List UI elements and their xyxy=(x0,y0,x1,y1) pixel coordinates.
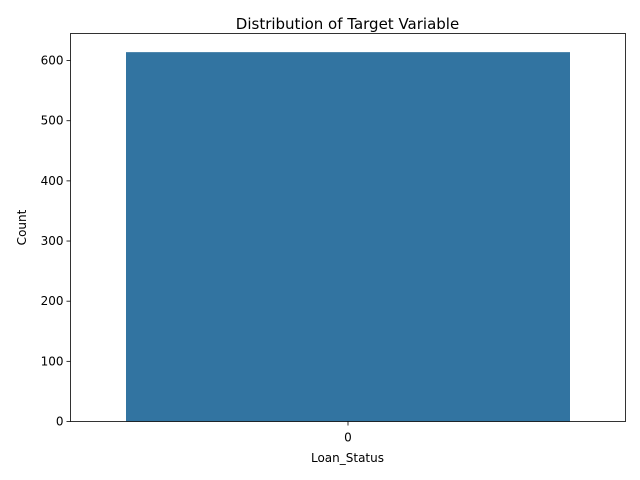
x-axis-ticks: 0 xyxy=(344,421,352,445)
y-tick-label: 500 xyxy=(41,114,64,128)
y-tick-label: 300 xyxy=(41,234,64,248)
y-axis-ticks: 0 100 200 300 400 500 600 xyxy=(41,54,71,429)
x-axis-label: Loan_Status xyxy=(311,451,384,465)
y-tick-label: 400 xyxy=(41,174,64,188)
y-tick-label: 100 xyxy=(41,354,64,368)
plot-frame xyxy=(70,33,626,422)
bar-0 xyxy=(126,52,570,422)
x-tick-label: 0 xyxy=(344,431,352,445)
y-tick-label: 600 xyxy=(41,54,64,68)
bars-group xyxy=(126,52,570,422)
y-axis-label: Count xyxy=(15,209,29,245)
chart-title: Distribution of Target Variable xyxy=(236,15,459,33)
y-tick-label: 200 xyxy=(41,294,64,308)
y-tick-label: 0 xyxy=(56,415,64,429)
